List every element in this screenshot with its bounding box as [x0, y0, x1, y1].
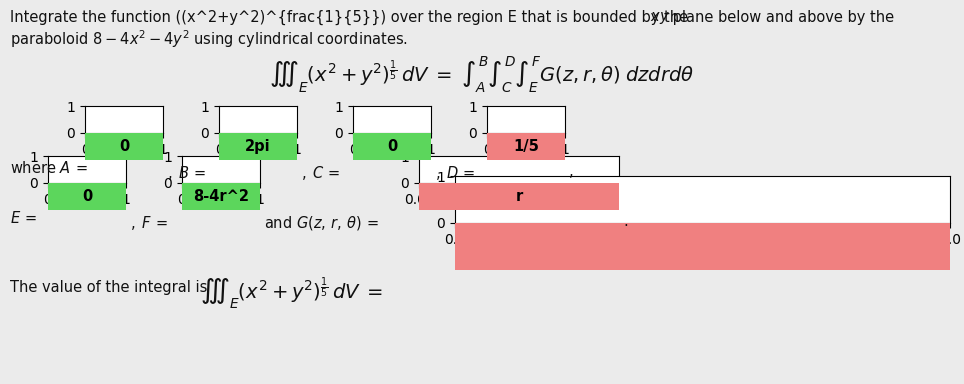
Text: 0: 0 — [82, 189, 93, 204]
Text: $xy$: $xy$ — [650, 10, 670, 26]
Text: 8-4r^2: 8-4r^2 — [193, 189, 249, 204]
Text: Integrate the function ((x^2+y^2)^{frac{1}{5}}) over the region E that is bounde: Integrate the function ((x^2+y^2)^{frac{… — [10, 10, 693, 25]
Text: The value of the integral is: The value of the integral is — [10, 280, 207, 295]
Text: .: . — [623, 214, 628, 229]
Text: 0: 0 — [387, 139, 397, 154]
Text: $,\; F\,=\,$: $,\; F\,=\,$ — [130, 214, 168, 232]
Text: $,\; D\,=\,$: $,\; D\,=\,$ — [435, 164, 475, 182]
Text: r: r — [516, 189, 522, 204]
Text: 2pi: 2pi — [245, 139, 271, 154]
Text: plane below and above by the: plane below and above by the — [668, 10, 895, 25]
Text: $,\; C\,=\,$: $,\; C\,=\,$ — [301, 164, 340, 182]
Text: paraboloid $8 - 4x^2 - 4y^2$ using cylindrical coordinates.: paraboloid $8 - 4x^2 - 4y^2$ using cylin… — [10, 28, 408, 50]
Text: and $G(z,\,r,\,\theta)\,=\,$: and $G(z,\,r,\,\theta)\,=\,$ — [264, 214, 379, 232]
Text: ,: , — [569, 164, 574, 179]
Text: 0: 0 — [119, 139, 129, 154]
Text: 1/5: 1/5 — [513, 139, 539, 154]
Text: $,\; B\,=\,$: $,\; B\,=\,$ — [167, 164, 206, 182]
Text: $\iiint_E (x^2 + y^2)^\frac{1}{5}\, dV \;=\; \int_A^B \int_C^D \int_E^F G(z,r,\t: $\iiint_E (x^2 + y^2)^\frac{1}{5}\, dV \… — [269, 55, 695, 95]
Text: $\iiint_E (x^2 + y^2)^\frac{1}{5}\, dV\;=$: $\iiint_E (x^2 + y^2)^\frac{1}{5}\, dV\;… — [200, 275, 384, 312]
Text: $E\,=\,$: $E\,=\,$ — [10, 210, 37, 226]
Text: where $A\,=\,$: where $A\,=\,$ — [10, 160, 88, 176]
